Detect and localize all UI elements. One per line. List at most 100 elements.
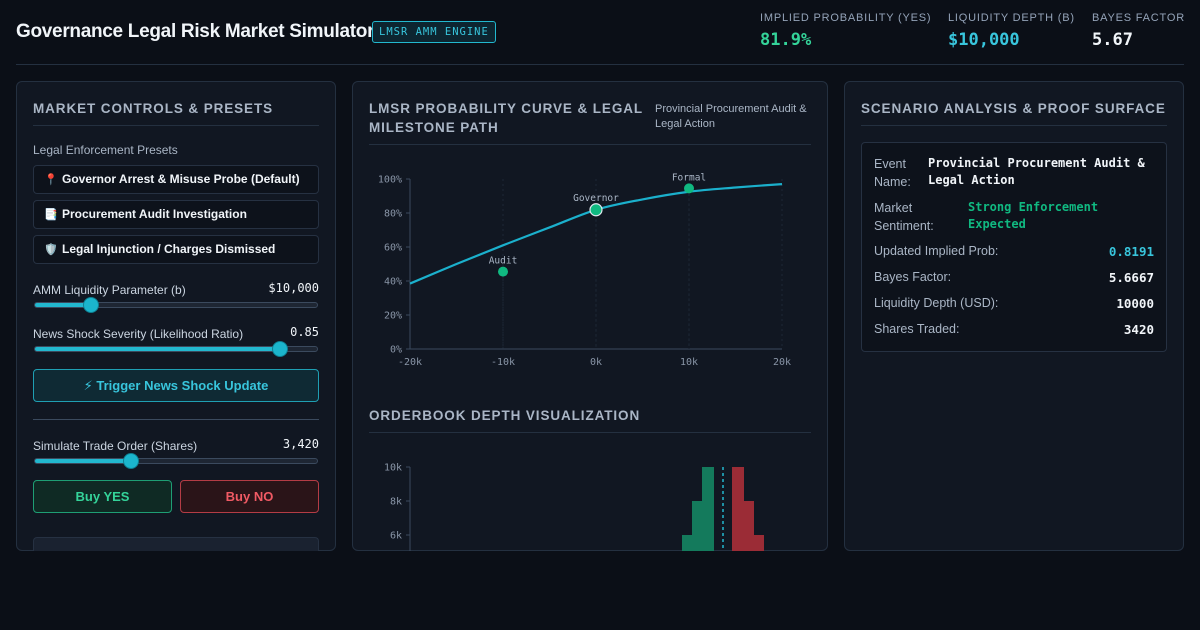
buy-no-button[interactable]: Buy NO <box>180 480 319 513</box>
stat-value: 5.67 <box>1092 30 1133 50</box>
app-title: Governance Legal Risk Market Simulator <box>16 21 375 42</box>
y-tick-label: 8k <box>390 497 402 508</box>
y-tick-label: 40% <box>384 277 402 288</box>
metric-row: Shares Traded: 3420 <box>874 322 1154 337</box>
bid-depth-bar <box>682 535 694 551</box>
slider-fill <box>35 459 132 463</box>
metric-label: Bayes Factor: <box>874 270 952 284</box>
engine-badge: LMSR AMM ENGINE <box>372 21 496 43</box>
y-tick-label: 80% <box>384 209 402 220</box>
x-tick-label: -10k <box>491 357 515 368</box>
orderbook-title: ORDERBOOK DEPTH VISUALIZATION <box>369 408 641 423</box>
slider-value: $10,000 <box>268 281 319 295</box>
milestone-point <box>498 266 508 277</box>
event-name-label: Event Name: <box>874 157 911 189</box>
y-tick-label: 0% <box>390 345 402 356</box>
market-controls-panel: MARKET CONTROLS & PRESETS Legal Enforcem… <box>16 81 336 551</box>
preset-procurement-audit-button[interactable]: 📑 Procurement Audit Investigation <box>33 200 319 229</box>
bid-depth-bar <box>692 501 704 551</box>
lower-card <box>33 537 319 551</box>
y-tick-label: 20% <box>384 311 402 322</box>
document-icon: 📑 <box>44 209 58 221</box>
slider-label: Simulate Trade Order (Shares) <box>33 439 198 453</box>
slider-label: AMM Liquidity Parameter (b) <box>33 283 186 297</box>
bid-depth-bar <box>702 467 714 551</box>
trade-slider[interactable] <box>34 453 318 469</box>
shield-icon: 🛡️ <box>44 244 58 256</box>
trigger-news-shock-button[interactable]: ⚡ Trigger News Shock Update <box>33 369 319 402</box>
probability-curve-chart: -20k -10k 0k 10k 20k 0% 20% 40% 60% 80% 100% Audit G… <box>378 172 791 368</box>
ask-depth-bar <box>742 501 754 551</box>
y-tick-label: 10k <box>384 463 402 474</box>
x-tick-label: 20k <box>773 357 791 368</box>
ask-depth-bar <box>752 535 764 551</box>
metric-label: Liquidity Depth (USD): <box>874 296 999 310</box>
scenario-analysis-panel: SCENARIO ANALYSIS & PROOF SURFACE Event … <box>844 81 1184 551</box>
divider <box>861 125 1167 126</box>
shock-slider[interactable] <box>34 341 318 357</box>
market-sentiment-row: Market Sentiment: Strong Enforcement Exp… <box>874 199 1154 235</box>
probability-curve-panel: LMSR PROBABILITY CURVE & LEGAL MILESTONE… <box>352 81 828 551</box>
preset-label: Legal Injunction / Charges Dismissed <box>62 242 276 256</box>
metric-value: 3420 <box>1123 322 1154 337</box>
panel-title: MARKET CONTROLS & PRESETS <box>33 101 274 116</box>
y-tick-label: 60% <box>384 243 402 254</box>
divider <box>33 419 319 420</box>
divider <box>369 144 811 145</box>
panel-title: SCENARIO ANALYSIS & PROOF SURFACE <box>861 101 1166 116</box>
slider-thumb[interactable] <box>272 341 289 357</box>
ask-depth-bar <box>732 467 744 551</box>
slider-value: 3,420 <box>282 437 319 451</box>
liquidity-slider-row: AMM Liquidity Parameter (b) $10,000 <box>33 281 319 313</box>
stat-bayes-factor: BAYES FACTOR 5.67 <box>1092 12 1185 50</box>
milestone-label: Formal <box>672 172 706 183</box>
app-header: Governance Legal Risk Market Simulator L… <box>16 0 1184 65</box>
metric-label: Shares Traded: <box>874 322 960 336</box>
stat-value: $10,000 <box>948 30 1020 50</box>
metric-value: 5.6667 <box>1108 270 1154 285</box>
milestone-label: Governor <box>573 193 619 204</box>
liquidity-slider[interactable] <box>34 297 318 313</box>
metric-label: Updated Implied Prob: <box>874 244 999 258</box>
milestone-label: Audit <box>489 256 518 267</box>
slider-thumb[interactable] <box>83 297 100 313</box>
preset-label: Procurement Audit Investigation <box>62 207 247 221</box>
pin-icon: 📍 <box>44 174 58 186</box>
market-sentiment-label: Market Sentiment: <box>874 201 934 233</box>
stat-label: IMPLIED PROBABILITY (YES) <box>760 12 932 24</box>
milestone-point <box>684 183 694 194</box>
metric-value: 0.8191 <box>1108 244 1154 259</box>
slider-value: 0.85 <box>290 325 319 339</box>
preset-label: Governor Arrest & Misuse Probe (Default) <box>62 172 300 186</box>
stat-label: BAYES FACTOR <box>1092 12 1185 24</box>
metric-row: Updated Implied Prob: 0.8191 <box>874 244 1154 259</box>
slider-thumb[interactable] <box>123 453 140 469</box>
metric-value: 10000 <box>1116 296 1154 311</box>
market-sentiment-value: Strong Enforcement Expected <box>968 200 1099 231</box>
proof-surface-box: Event Name: Provincial Procurement Audit… <box>861 142 1167 352</box>
y-tick-label: 100% <box>378 175 402 186</box>
preset-legal-injunction-button[interactable]: 🛡️ Legal Injunction / Charges Dismissed <box>33 235 319 264</box>
stat-liquidity-depth: LIQUIDITY DEPTH (B) $10,000 <box>948 12 1075 50</box>
x-tick-label: 10k <box>680 357 698 368</box>
trade-slider-row: Simulate Trade Order (Shares) 3,420 <box>33 437 319 469</box>
preset-governor-arrest-button[interactable]: 📍 Governor Arrest & Misuse Probe (Default… <box>33 165 319 194</box>
presets-label: Legal Enforcement Presets <box>33 143 178 157</box>
divider <box>33 125 319 126</box>
stat-value: 81.9% <box>760 30 812 50</box>
shock-slider-row: News Shock Severity (Likelihood Ratio) 0… <box>33 325 319 357</box>
slider-fill <box>35 347 281 351</box>
slider-label: News Shock Severity (Likelihood Ratio) <box>33 327 244 341</box>
y-tick-label: 6k <box>390 531 402 542</box>
metric-row: Liquidity Depth (USD): 10000 <box>874 296 1154 311</box>
event-name-value: Provincial Procurement Audit & Legal Act… <box>928 156 1145 187</box>
stat-implied-probability: IMPLIED PROBABILITY (YES) 81.9% <box>760 12 931 50</box>
buy-yes-button[interactable]: Buy YES <box>33 480 172 513</box>
stat-label: LIQUIDITY DEPTH (B) <box>948 12 1075 24</box>
divider <box>369 432 811 433</box>
orderbook-depth-chart: 10k 8k 6k <box>384 463 764 551</box>
event-name-row: Event Name: Provincial Procurement Audit… <box>874 155 1154 191</box>
metric-row: Bayes Factor: 5.6667 <box>874 270 1154 285</box>
curve-subtitle: Provincial Procurement Audit & Legal Act… <box>655 103 807 130</box>
panel-title: LMSR PROBABILITY CURVE & LEGAL MILESTONE… <box>369 101 643 135</box>
